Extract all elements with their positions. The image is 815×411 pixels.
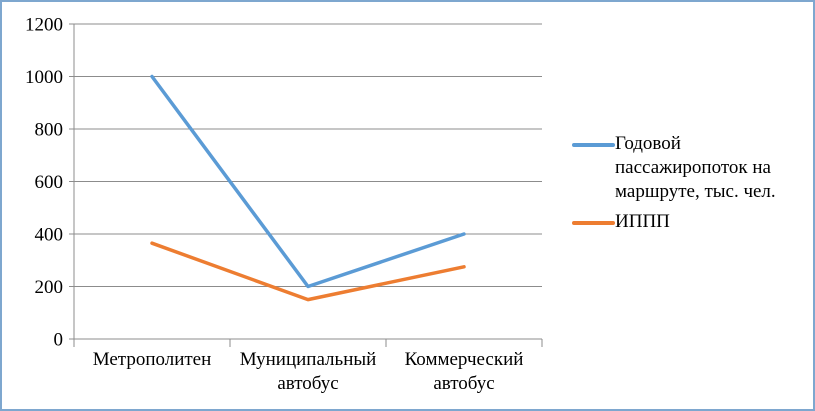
y-axis-tick-label: 1200 (25, 15, 63, 36)
legend-item-passenger-flow: Годовой пассажиропоток на маршруте, тыс.… (572, 132, 800, 204)
chart-legend: Годовой пассажиропоток на маршруте, тыс.… (572, 132, 800, 234)
legend-label-passenger-flow: Годовой пассажиропоток на маршруте, тыс.… (615, 133, 776, 202)
y-axis-tick-label: 200 (35, 277, 64, 298)
y-axis-tick-label: 400 (35, 225, 64, 246)
legend-item-ippp: ИППП (572, 210, 800, 234)
series-line-passenger-flow (150, 74, 466, 289)
series-line-ippp (150, 241, 466, 302)
legend-line-swatch-blue (572, 143, 615, 147)
legend-label-ippp: ИППП (615, 211, 670, 232)
x-axis-category-label: Коммерческий автобус (404, 349, 524, 394)
x-axis-category-label: Муниципальный автобус (239, 349, 377, 394)
y-axis-tick-label: 800 (35, 120, 64, 141)
y-axis-tick-label: 600 (35, 172, 64, 193)
legend-line-swatch-orange (572, 221, 615, 225)
x-axis-category-label: Метрополитен (92, 349, 212, 370)
y-axis-tick-label: 0 (54, 330, 64, 351)
y-axis-tick-label: 1000 (25, 67, 63, 88)
